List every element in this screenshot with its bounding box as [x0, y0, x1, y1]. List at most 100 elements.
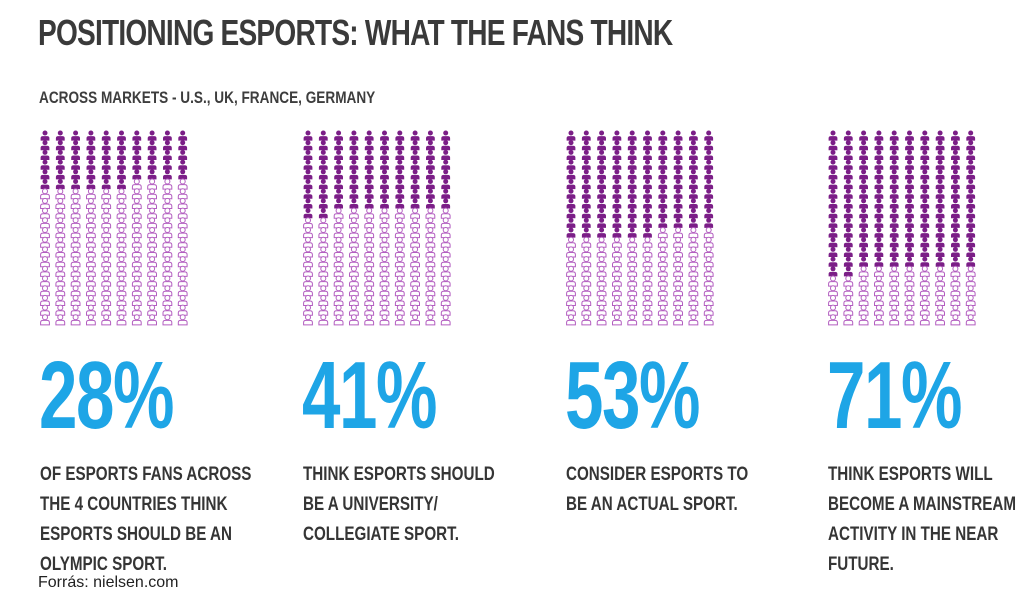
person-icon-filled	[627, 140, 637, 151]
person-icon-filled	[581, 169, 591, 180]
person-icon-outline	[657, 227, 668, 239]
person-icon-filled	[951, 217, 960, 228]
person-icon-filled	[55, 130, 65, 141]
person-icon-outline	[950, 265, 961, 277]
person-icon-outline	[162, 207, 173, 219]
person-icon-filled	[441, 179, 451, 190]
person-icon-outline	[657, 304, 668, 316]
person-icon-filled	[566, 208, 576, 219]
person-icon-outline	[40, 265, 50, 277]
person-icon-outline	[70, 265, 81, 277]
person-icon-outline	[86, 188, 96, 200]
person-icon-outline	[673, 256, 683, 268]
person-icon-filled	[920, 217, 930, 228]
person-icon-outline	[349, 227, 359, 239]
person-icon-filled	[334, 198, 343, 209]
person-icon-filled	[318, 179, 328, 190]
person-icon-filled	[889, 208, 899, 219]
person-icon-filled	[843, 140, 853, 151]
person-icon-outline	[642, 285, 653, 297]
person-icon-filled	[627, 159, 637, 170]
person-icon-outline	[425, 256, 436, 268]
person-icon-outline	[703, 256, 714, 268]
person-icon-filled	[566, 179, 576, 190]
person-icon-filled	[627, 227, 637, 238]
person-icon-filled	[364, 159, 374, 170]
person-icon-outline	[612, 314, 622, 326]
person-icon-outline	[828, 304, 838, 316]
person-icon-filled	[132, 169, 142, 180]
person-icon-outline	[55, 256, 66, 268]
person-icon-filled	[951, 140, 960, 151]
person-icon-outline	[101, 294, 112, 306]
person-icon-outline	[333, 265, 344, 277]
person-icon-outline	[131, 294, 142, 306]
person-icon-outline	[642, 246, 653, 258]
person-icon-filled	[859, 246, 868, 257]
person-icon-filled	[920, 169, 930, 180]
person-icon-filled	[364, 179, 374, 190]
person-icon-filled	[581, 159, 591, 170]
person-icon-outline	[688, 236, 699, 248]
person-icon-outline	[349, 275, 359, 287]
person-icon-outline	[612, 246, 622, 258]
person-icon-filled	[859, 237, 868, 248]
person-icon-filled	[101, 149, 111, 160]
person-icon-outline	[858, 275, 869, 287]
person-icon-filled	[581, 188, 591, 199]
person-icon-outline	[70, 207, 81, 219]
person-icon-outline	[147, 246, 157, 258]
person-icon-outline	[425, 275, 436, 287]
person-icon-filled	[828, 188, 838, 199]
person-icon-outline	[673, 246, 683, 258]
person-icon-outline	[318, 285, 329, 297]
person-icon-filled	[303, 198, 313, 209]
person-icon-outline	[394, 217, 405, 229]
person-icon-outline	[379, 256, 390, 268]
person-icon-outline	[596, 294, 607, 306]
person-icon-outline	[70, 227, 81, 239]
person-icon-filled	[334, 179, 343, 190]
person-icon-filled	[874, 208, 884, 219]
person-icon-filled	[410, 198, 420, 209]
person-icon-outline	[162, 246, 173, 258]
person-icon-outline	[40, 275, 50, 287]
person-icon-outline	[688, 294, 699, 306]
person-icon-outline	[935, 285, 945, 297]
person-icon-filled	[627, 169, 637, 180]
person-icon-filled	[920, 246, 930, 257]
person-icon-filled	[612, 159, 622, 170]
person-icon-filled	[318, 188, 328, 199]
person-icon-filled	[132, 130, 142, 141]
person-icon-filled	[874, 140, 884, 151]
person-icon-filled	[117, 149, 126, 160]
person-icon-outline	[333, 227, 344, 239]
person-icon-filled	[828, 237, 838, 248]
person-icon-outline	[566, 236, 576, 248]
person-icon-filled	[318, 208, 328, 219]
person-icon-filled	[966, 149, 976, 160]
person-icon-filled	[951, 198, 960, 209]
person-icon-outline	[379, 236, 390, 248]
person-icon-outline	[673, 265, 683, 277]
person-icon-filled	[303, 140, 313, 151]
person-icon-outline	[364, 236, 375, 248]
person-icon-outline	[177, 275, 188, 287]
person-icon-filled	[673, 179, 683, 190]
person-icon-filled	[828, 217, 838, 228]
person-icon-outline	[147, 256, 157, 268]
person-icon-outline	[858, 285, 869, 297]
person-icon-outline	[703, 227, 714, 239]
person-icon-filled	[889, 256, 899, 267]
person-icon-filled	[843, 130, 853, 141]
person-icon-filled	[828, 198, 838, 209]
person-icon-outline	[318, 304, 329, 316]
person-icon-outline	[657, 236, 668, 248]
person-icon-outline	[394, 275, 405, 287]
person-icon-filled	[889, 217, 899, 228]
person-icon-outline	[425, 246, 436, 258]
person-icon-filled	[673, 130, 683, 141]
person-icon-filled	[828, 179, 838, 190]
person-icon-filled	[441, 140, 451, 151]
person-icon-filled	[673, 198, 683, 209]
